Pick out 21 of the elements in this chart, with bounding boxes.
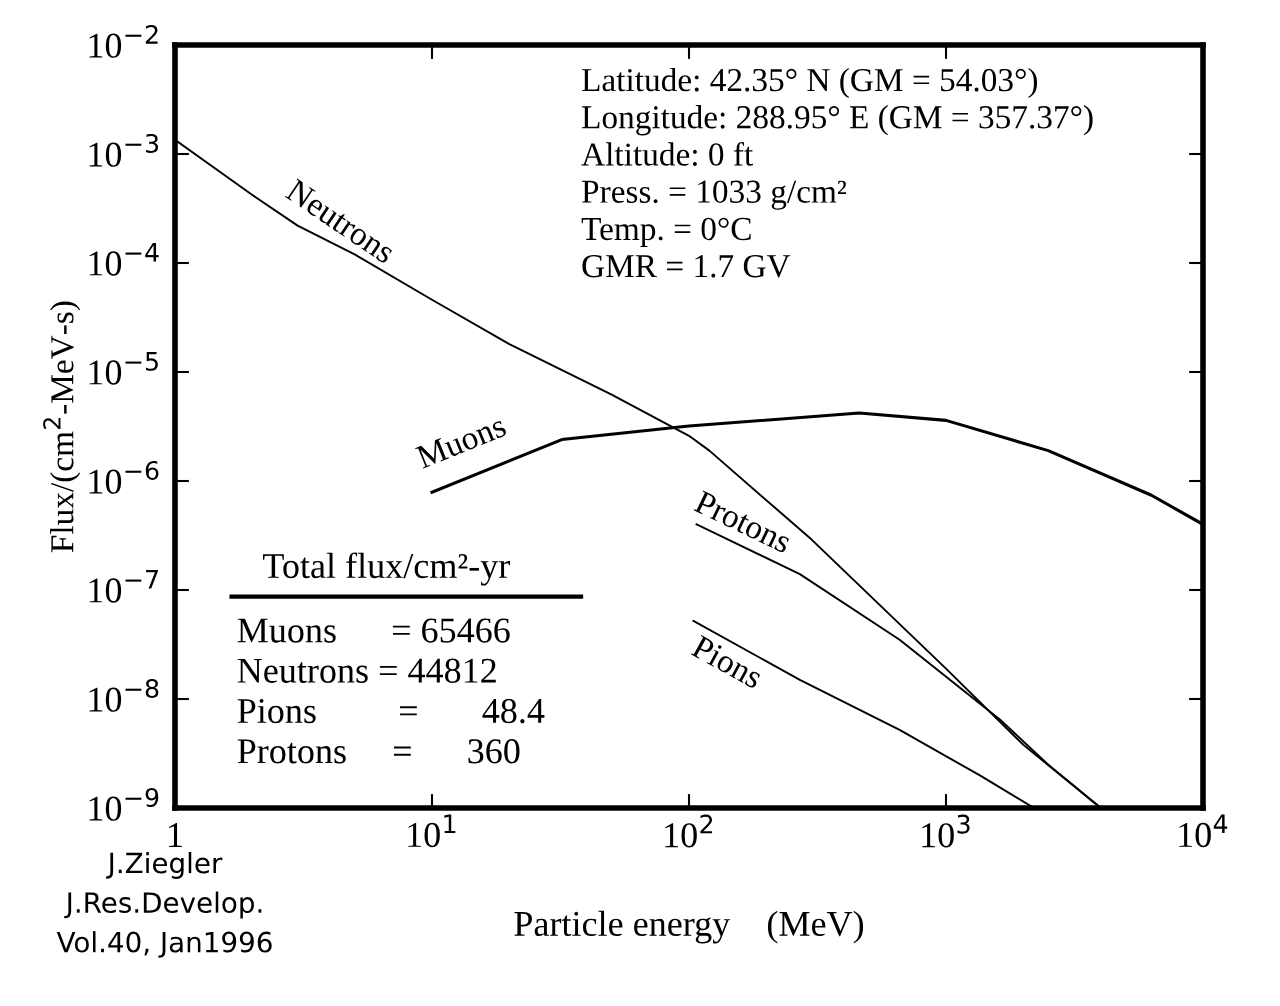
y-tick-label: 10$^{−5}$ <box>89 352 158 385</box>
x-tick-label: 10$^{3}$ <box>922 814 970 848</box>
y-tick-label: 10$^{−3}$ <box>89 133 159 167</box>
x-tick-label: 10$^{2}$ <box>665 814 713 848</box>
x-tick-label: 10$^{4}$ <box>1179 814 1228 848</box>
y-tick-label: 10$^{−4}$ <box>89 243 159 276</box>
text: Muons <box>415 414 508 469</box>
x-axis-title: Particle energy (MeV) <box>514 910 864 944</box>
y-tick-label: 10$^{−8}$ <box>89 678 159 712</box>
annotation: Muons = 65466 Neutrons = 44812 Pions = 48.4 Protons = 360 <box>237 618 545 764</box>
x-tick-label: 1 <box>169 823 182 847</box>
y-axis-title: Flux/(cm$^{2}$-MeV-s) <box>43 301 81 553</box>
text: J.Ziegler J.Res.Develop. Vol.40, Jan1996 <box>56 852 272 958</box>
y-tick-label: 10$^{−7}$ <box>89 570 158 603</box>
y-tick-label: 10$^{−9}$ <box>89 787 159 821</box>
text: Pions <box>690 634 765 690</box>
annotation: Total flux/cm²-yr <box>263 552 511 586</box>
x-tick-label: 10$^{1}$ <box>408 814 456 848</box>
y-tick-label: 10$^{−2}$ <box>89 24 158 58</box>
y-tick-label: 10$^{−6}$ <box>89 460 159 494</box>
annotation: Latitude: 42.35° N (GM = 54.03°) Longitude: 288.95° E (GM = 357.37°) Altitude: 0 ft Press. = 1033 g/cm² Temp. = 0°C GMR = 1.7 GV <box>581 67 1093 278</box>
